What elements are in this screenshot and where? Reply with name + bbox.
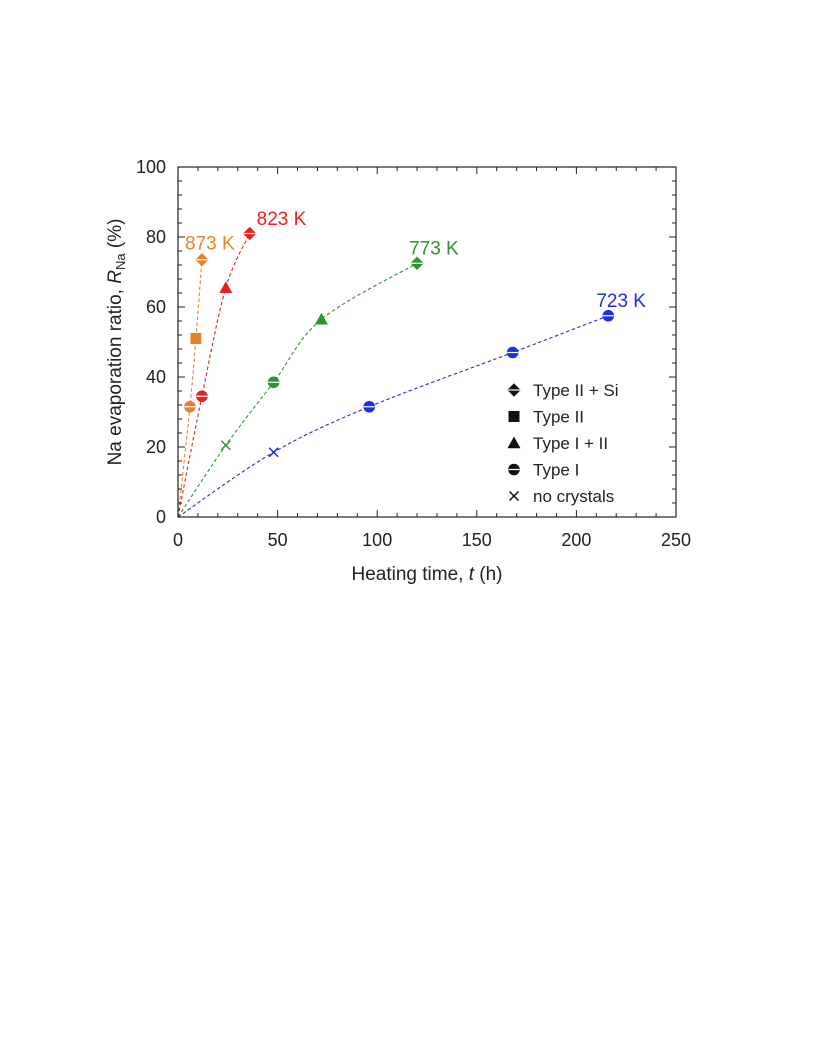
- data-point: [268, 447, 279, 458]
- x-tick-label: 0: [173, 530, 183, 550]
- data-point: [196, 390, 208, 403]
- y-axis-title-prefix: Na evaporation ratio,: [105, 284, 126, 466]
- x-tick-label: 250: [661, 530, 691, 550]
- legend-label: no crystals: [533, 487, 614, 506]
- legend-label: Type I + II: [533, 434, 608, 453]
- legend-marker: [508, 490, 520, 502]
- x-tick-label: 50: [268, 530, 288, 550]
- fit-curve: [177, 262, 418, 518]
- legend-label: Type I: [533, 461, 579, 480]
- y-axis-title: Na evaporation ratio, RNa (%): [105, 219, 128, 466]
- x-axis-title-unit: (h): [474, 564, 503, 585]
- fit-curve: [177, 233, 251, 518]
- y-tick-label: 0: [156, 507, 166, 527]
- legend-marker: [507, 436, 521, 449]
- series-label: 823 K: [257, 209, 307, 230]
- data-point: [219, 281, 233, 293]
- fit-curve: [177, 315, 609, 518]
- plot-frame: [177, 166, 677, 518]
- data-point-stroke-b: [220, 440, 231, 451]
- series-labels: 873 K 823 K 773 K 723 K: [185, 209, 646, 312]
- data-point-stroke-b: [268, 447, 279, 458]
- x-tick-label: 100: [362, 530, 392, 550]
- y-tick-label: 100: [136, 157, 166, 177]
- data-point: [363, 400, 376, 413]
- data-points: [184, 226, 615, 458]
- x-axis-title-prefix: Heating time,: [351, 564, 468, 585]
- data-point: [195, 253, 209, 267]
- legend-marker: [507, 383, 521, 397]
- series-label: 723 K: [596, 291, 646, 312]
- legend: Type II + Si Type II Type I + II Type I no c…: [507, 381, 619, 506]
- series-label: 773 K: [409, 239, 459, 260]
- x-axis-title: Heating time, t (h): [351, 564, 502, 585]
- data-point: [220, 440, 231, 451]
- data-point: [314, 312, 328, 325]
- data-point: [602, 309, 615, 322]
- data-point: [242, 226, 257, 241]
- data-point: [506, 346, 519, 359]
- legend-marker: [508, 463, 520, 476]
- series-label: 873 K: [185, 233, 235, 254]
- y-axis-title-symbol: R: [105, 270, 126, 284]
- legend-marker: [508, 411, 520, 422]
- fit-curve: [177, 259, 203, 518]
- x-tick-label: 200: [561, 530, 591, 550]
- legend-label: Type II: [533, 408, 584, 427]
- data-point: [184, 400, 196, 413]
- data-point: [190, 333, 202, 344]
- x-tick-label: 150: [462, 530, 492, 550]
- y-axis-title-subscript: Na: [113, 253, 128, 270]
- legend-marker-stroke-b: [508, 490, 520, 502]
- y-tick-label: 40: [146, 367, 166, 387]
- y-tick-label: 60: [146, 297, 166, 317]
- y-tick-label: 20: [146, 437, 166, 457]
- y-tick-label: 80: [146, 227, 166, 247]
- data-point: [267, 376, 280, 389]
- data-point: [410, 256, 424, 270]
- tick-labels: 0 50 100 150 200 250 0 20 40 60 80 100: [136, 157, 691, 550]
- axis-ticks: [177, 166, 677, 518]
- legend-label: Type II + Si: [533, 381, 619, 400]
- x-axis-title-symbol: t: [469, 564, 475, 585]
- y-axis-title-unit: (%): [105, 219, 126, 254]
